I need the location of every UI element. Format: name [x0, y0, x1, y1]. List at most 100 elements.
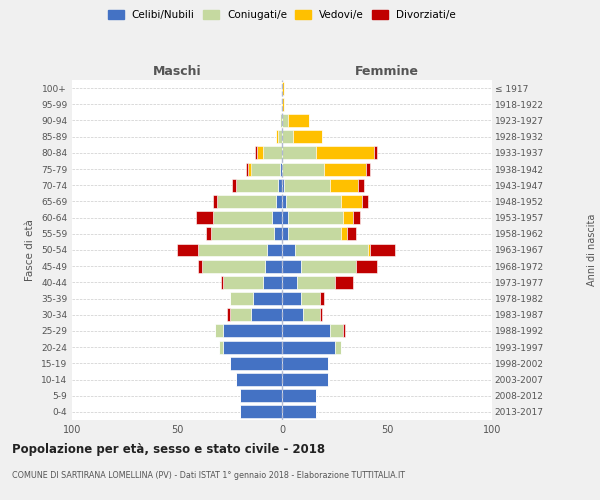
Text: COMUNE DI SARTIRANA LOMELLINA (PV) - Dati ISTAT 1° gennaio 2018 - Elaborazione T: COMUNE DI SARTIRANA LOMELLINA (PV) - Dat…	[12, 470, 405, 480]
Bar	[236, 179, 278, 192]
Bar	[229, 357, 282, 370]
Bar	[316, 146, 374, 160]
Bar	[289, 228, 341, 240]
Bar	[282, 195, 286, 208]
Bar	[219, 340, 223, 353]
Bar	[343, 324, 345, 338]
Bar	[282, 162, 324, 175]
Bar	[368, 244, 370, 256]
Bar	[251, 308, 282, 321]
Bar	[282, 179, 284, 192]
Bar	[280, 162, 282, 175]
Bar	[335, 276, 353, 289]
Bar	[282, 98, 284, 111]
Y-axis label: Fasce di età: Fasce di età	[25, 219, 35, 281]
Bar	[268, 244, 282, 256]
Bar	[263, 276, 282, 289]
Bar	[301, 292, 320, 305]
Bar	[274, 228, 282, 240]
Bar	[343, 211, 353, 224]
Bar	[282, 324, 331, 338]
Bar	[303, 308, 320, 321]
Bar	[271, 211, 282, 224]
Bar	[278, 179, 282, 192]
Bar	[353, 211, 360, 224]
Bar	[282, 211, 289, 224]
Legend: Celibi/Nubili, Coniugati/e, Vedovi/e, Divorziati/e: Celibi/Nubili, Coniugati/e, Vedovi/e, Di…	[106, 8, 458, 22]
Bar	[263, 146, 282, 160]
Bar	[355, 260, 377, 272]
Bar	[282, 406, 316, 418]
Bar	[206, 228, 211, 240]
Text: Anni di nascita: Anni di nascita	[587, 214, 597, 286]
Bar	[293, 130, 322, 143]
Bar	[247, 162, 248, 175]
Bar	[282, 357, 328, 370]
Bar	[251, 162, 280, 175]
Bar	[341, 228, 347, 240]
Bar	[217, 195, 276, 208]
Bar	[296, 276, 335, 289]
Bar	[341, 195, 362, 208]
Bar	[301, 260, 355, 272]
Bar	[282, 260, 301, 272]
Bar	[282, 130, 293, 143]
Bar	[213, 211, 271, 224]
Bar	[282, 389, 316, 402]
Bar	[331, 324, 343, 338]
Bar	[255, 146, 257, 160]
Bar	[362, 195, 368, 208]
Bar	[320, 308, 322, 321]
Bar	[223, 276, 263, 289]
Bar	[284, 179, 331, 192]
Text: Maschi: Maschi	[152, 64, 202, 78]
Bar	[229, 292, 253, 305]
Bar	[280, 114, 282, 127]
Bar	[282, 114, 289, 127]
Bar	[370, 244, 395, 256]
Bar	[221, 276, 223, 289]
Bar	[211, 228, 274, 240]
Bar	[282, 340, 335, 353]
Bar	[198, 260, 202, 272]
Bar	[335, 340, 341, 353]
Text: Popolazione per età, sesso e stato civile - 2018: Popolazione per età, sesso e stato civil…	[12, 442, 325, 456]
Bar	[295, 244, 368, 256]
Bar	[347, 228, 355, 240]
Bar	[196, 211, 213, 224]
Bar	[282, 228, 289, 240]
Bar	[253, 292, 282, 305]
Bar	[229, 308, 251, 321]
Bar	[282, 244, 295, 256]
Bar	[276, 130, 278, 143]
Bar	[282, 276, 296, 289]
Bar	[213, 195, 217, 208]
Bar	[232, 179, 236, 192]
Bar	[248, 162, 251, 175]
Bar	[276, 195, 282, 208]
Bar	[324, 162, 366, 175]
Bar	[282, 146, 316, 160]
Bar	[289, 114, 310, 127]
Bar	[358, 179, 364, 192]
Bar	[177, 244, 198, 256]
Bar	[278, 130, 282, 143]
Bar	[282, 292, 301, 305]
Bar	[223, 340, 282, 353]
Bar	[236, 373, 282, 386]
Bar	[240, 406, 282, 418]
Bar	[282, 82, 284, 94]
Bar	[366, 162, 370, 175]
Bar	[202, 260, 265, 272]
Bar	[240, 389, 282, 402]
Bar	[215, 324, 223, 338]
Bar	[282, 308, 303, 321]
Bar	[265, 260, 282, 272]
Bar	[286, 195, 341, 208]
Text: Femmine: Femmine	[355, 64, 419, 78]
Bar	[331, 179, 358, 192]
Bar	[282, 373, 328, 386]
Bar	[227, 308, 229, 321]
Bar	[289, 211, 343, 224]
Bar	[198, 244, 268, 256]
